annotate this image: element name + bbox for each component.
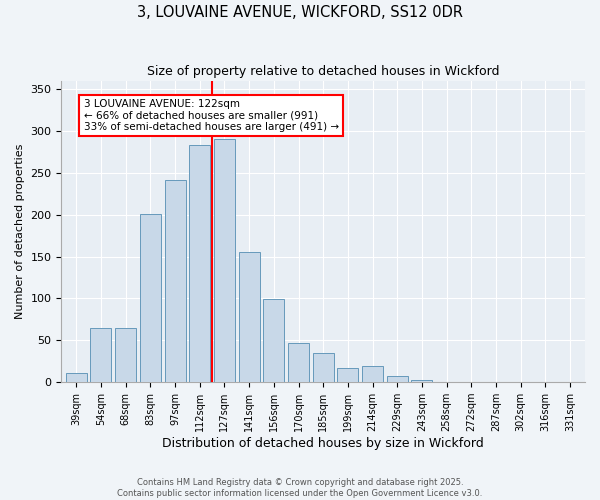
Title: Size of property relative to detached houses in Wickford: Size of property relative to detached ho…: [147, 65, 499, 78]
Text: Contains HM Land Registry data © Crown copyright and database right 2025.
Contai: Contains HM Land Registry data © Crown c…: [118, 478, 482, 498]
Bar: [288, 343, 309, 382]
Text: 3, LOUVAINE AVENUE, WICKFORD, SS12 0DR: 3, LOUVAINE AVENUE, WICKFORD, SS12 0DR: [137, 5, 463, 20]
X-axis label: Distribution of detached houses by size in Wickford: Distribution of detached houses by size …: [163, 437, 484, 450]
Bar: [91, 328, 112, 382]
Bar: [164, 180, 185, 382]
Y-axis label: Number of detached properties: Number of detached properties: [15, 144, 25, 319]
Bar: [337, 368, 358, 382]
Bar: [313, 353, 334, 382]
Bar: [214, 139, 235, 382]
Bar: [263, 300, 284, 382]
Bar: [140, 214, 161, 382]
Bar: [239, 252, 260, 382]
Bar: [387, 376, 408, 382]
Bar: [66, 373, 87, 382]
Bar: [115, 328, 136, 382]
Bar: [412, 380, 433, 382]
Bar: [189, 145, 210, 382]
Text: 3 LOUVAINE AVENUE: 122sqm
← 66% of detached houses are smaller (991)
33% of semi: 3 LOUVAINE AVENUE: 122sqm ← 66% of detac…: [83, 99, 339, 132]
Bar: [362, 366, 383, 382]
